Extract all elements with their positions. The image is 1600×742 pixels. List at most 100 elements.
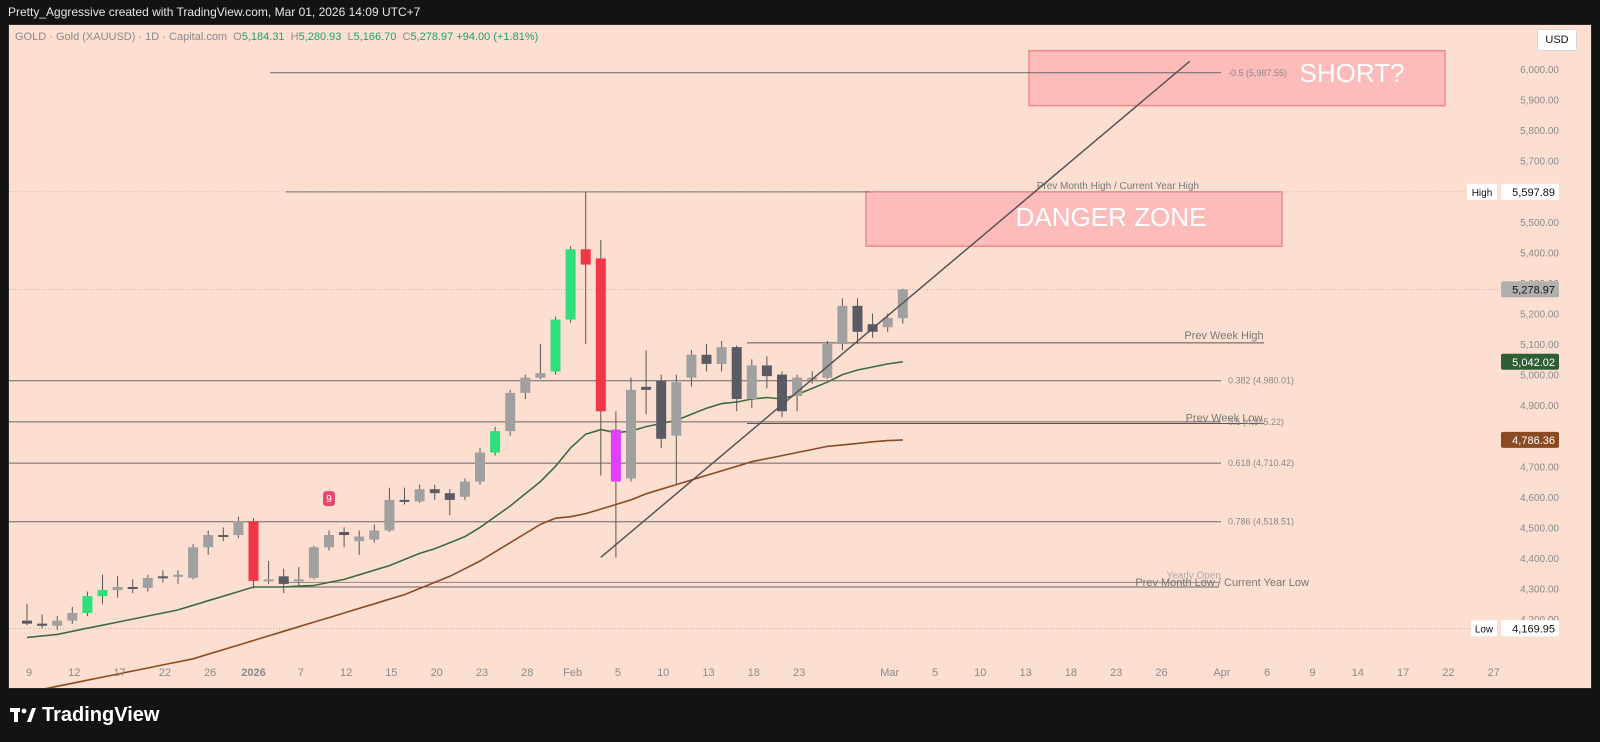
candle xyxy=(263,561,274,584)
x-tick-label: 13 xyxy=(1019,667,1031,679)
y-tick-label: 4,300.00 xyxy=(1520,585,1559,596)
candle-body xyxy=(731,347,742,400)
x-tick-label: 18 xyxy=(1065,667,1077,679)
candle xyxy=(233,516,244,539)
candle xyxy=(399,487,410,505)
candle-body xyxy=(641,386,652,390)
candle-body xyxy=(686,354,697,378)
candle-body xyxy=(203,535,214,548)
last-price-tag: 5,278.97 xyxy=(1512,284,1555,296)
candle xyxy=(671,374,682,485)
candle xyxy=(142,574,153,592)
candle xyxy=(490,426,501,456)
candle xyxy=(761,356,772,389)
high-key: H xyxy=(290,31,299,43)
close-key: C xyxy=(402,31,411,43)
sma-brown-tag: 4,786.36 xyxy=(1512,435,1555,447)
candle xyxy=(610,411,621,558)
candle xyxy=(837,298,848,351)
y-tick-label: 5,000.00 xyxy=(1520,371,1559,382)
low-value: 5,166.70 xyxy=(353,31,397,43)
close-value: 5,278.97 xyxy=(410,31,454,43)
x-tick-label: 22 xyxy=(1442,667,1454,679)
candle xyxy=(293,567,304,586)
candle xyxy=(580,191,591,345)
candle-body xyxy=(656,380,667,439)
y-tick-label: 4,700.00 xyxy=(1520,462,1559,473)
candle xyxy=(565,246,576,323)
short-zone-label: SHORT? xyxy=(1300,58,1405,88)
x-tick-label: 6 xyxy=(1264,667,1270,679)
high-tag-box xyxy=(1467,183,1497,200)
candle-body xyxy=(852,305,863,332)
x-tick-label: 9 xyxy=(1309,667,1315,679)
x-tick-label: 2026 xyxy=(241,667,265,679)
x-tick-label: 23 xyxy=(1110,667,1122,679)
candle-body xyxy=(716,347,727,364)
open-key: O xyxy=(233,31,242,43)
candle-body xyxy=(459,481,470,497)
candle-body xyxy=(429,489,440,494)
x-tick-label: 10 xyxy=(657,667,669,679)
candle xyxy=(505,389,516,436)
candle-body xyxy=(218,535,229,538)
price-chart[interactable]: DANGER ZONE SHORT? Prev Month High / Curre… xyxy=(9,25,1592,689)
candle xyxy=(173,570,183,584)
candle-body xyxy=(97,590,108,597)
tradingview-logo-icon xyxy=(10,708,36,722)
sma-green-tag-box xyxy=(1501,353,1559,370)
y-tick-label: 5,500.00 xyxy=(1520,218,1559,229)
prev-month-high-label: Prev Month High / Current Year High xyxy=(1037,181,1199,192)
candle xyxy=(414,484,425,503)
y-tick-label: 4,500.00 xyxy=(1520,523,1559,534)
short-zone-box xyxy=(1028,49,1446,107)
high-price-tag: 5,597.89 xyxy=(1512,187,1555,199)
low-tag-label: Low xyxy=(1475,624,1494,635)
prev-month-low-label: Prev Month Low / Current Year Low xyxy=(1135,577,1309,589)
y-tick-label: 5,800.00 xyxy=(1520,126,1559,137)
x-tick-label: 12 xyxy=(68,667,80,679)
tradingview-logo[interactable]: TradingView xyxy=(10,703,159,727)
y-tick-label: 4,900.00 xyxy=(1520,401,1559,412)
chart-panel[interactable]: DANGER ZONE SHORT? Prev Month High / Curre… xyxy=(8,24,1592,689)
sma-green-tag: 5,042.02 xyxy=(1512,357,1555,369)
symbol-legend: GOLD · Gold (XAUUSD) · 1D · Capital.com … xyxy=(15,31,538,43)
trendline xyxy=(600,60,1191,558)
candle xyxy=(822,340,833,380)
x-tick-label: 23 xyxy=(476,667,488,679)
candle-body xyxy=(610,429,621,482)
candle-body xyxy=(580,249,591,265)
footer: TradingView xyxy=(0,689,1600,742)
candle-body xyxy=(746,365,757,400)
candle xyxy=(641,350,652,415)
y-tick-label: 5,100.00 xyxy=(1520,340,1559,351)
td-count-label: 9 xyxy=(326,494,332,505)
candle-body xyxy=(761,365,772,377)
candle-body xyxy=(490,431,501,453)
y-tick-label: 4,600.00 xyxy=(1520,493,1559,504)
candle xyxy=(746,359,757,409)
candle-body xyxy=(475,452,485,482)
candle xyxy=(444,489,455,516)
currency-button[interactable]: USD xyxy=(1537,29,1577,51)
low-price-tag-box xyxy=(1501,620,1559,637)
candle-body xyxy=(157,576,168,579)
candle-body xyxy=(882,318,893,328)
x-tick-label: 10 xyxy=(974,667,986,679)
candle-body xyxy=(188,547,199,578)
candle-body xyxy=(67,612,78,621)
x-tick-label: 27 xyxy=(1488,667,1500,679)
x-tick-label: 20 xyxy=(431,667,443,679)
candle-body xyxy=(550,319,561,372)
candle-body xyxy=(339,531,350,536)
y-tick-label: 5,200.00 xyxy=(1520,309,1559,320)
sma-brown-line xyxy=(44,439,903,688)
x-tick-label: 26 xyxy=(1155,667,1167,679)
x-tick-label: 5 xyxy=(932,667,938,679)
x-tick-label: 23 xyxy=(793,667,805,679)
candle xyxy=(369,524,380,543)
candle xyxy=(248,518,259,589)
candle xyxy=(701,344,712,372)
x-tick-label: 26 xyxy=(204,667,216,679)
candle-body xyxy=(520,377,531,393)
